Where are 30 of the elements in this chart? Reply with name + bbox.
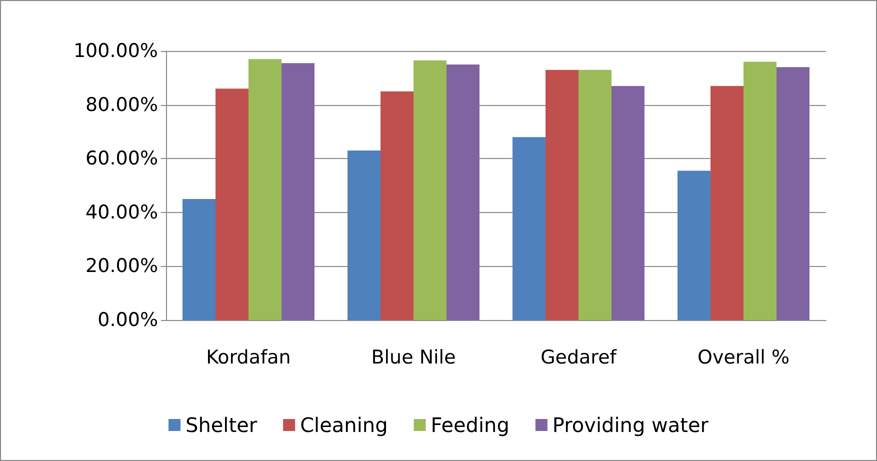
bar	[414, 60, 446, 320]
bar	[678, 170, 710, 320]
bar	[446, 64, 480, 320]
y-tick-label: 60.00%	[86, 148, 158, 170]
y-tick-label: 80.00%	[86, 94, 158, 116]
legend-label: Providing water	[552, 413, 710, 437]
x-tick-label: Gedaref	[540, 346, 618, 368]
legend-label: Cleaning	[300, 413, 388, 437]
bar	[546, 70, 578, 320]
bar	[578, 70, 612, 320]
bar	[348, 150, 380, 320]
x-tick-label: Blue Nile	[371, 346, 456, 368]
bar	[216, 88, 248, 320]
x-tick-label: Kordafan	[206, 346, 291, 368]
bar	[282, 63, 314, 320]
legend-label: Feeding	[430, 413, 510, 437]
bar	[776, 67, 810, 320]
bar	[512, 137, 546, 320]
x-tick-label: Overall %	[698, 346, 790, 368]
y-tick-label: 0.00%	[98, 309, 158, 331]
bar	[248, 59, 282, 320]
bar	[182, 198, 216, 320]
bar	[612, 86, 644, 320]
y-tick-label: 40.00%	[86, 201, 158, 224]
bar	[710, 86, 744, 320]
y-tick-label: 20.00%	[86, 255, 158, 278]
bar	[744, 62, 776, 320]
legend-label: Shelter	[185, 413, 258, 437]
y-tick-label: 100.00%	[73, 40, 158, 62]
bar	[380, 91, 414, 320]
